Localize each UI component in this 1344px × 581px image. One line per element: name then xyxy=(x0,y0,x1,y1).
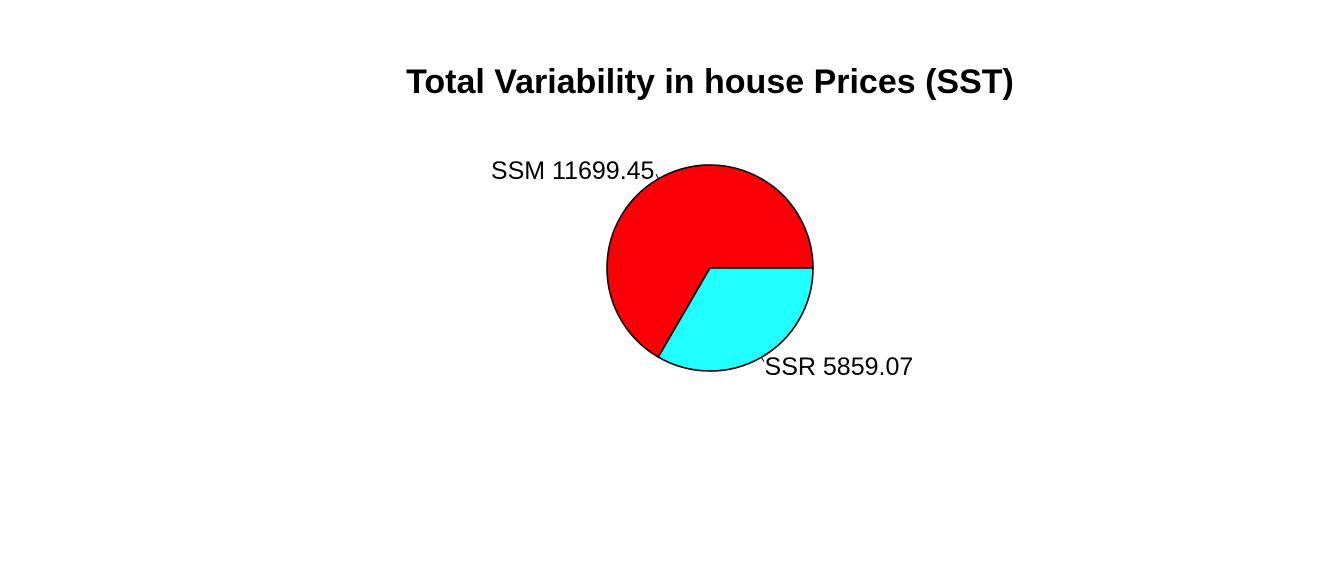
pie-label-leader-1 xyxy=(760,357,765,362)
pie-label-1: SSR 5859.07 xyxy=(765,353,914,381)
pie-label-leader-0 xyxy=(655,174,660,179)
pie-slice-0 xyxy=(606,164,814,359)
chart-title: Total Variability in house Prices (SST) xyxy=(406,63,1014,101)
pie-label-0: SSM 11699.45 xyxy=(491,157,655,185)
